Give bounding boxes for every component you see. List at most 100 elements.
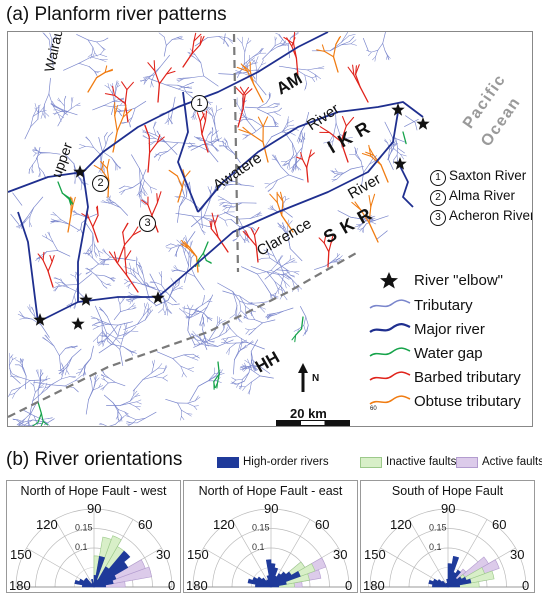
tributary-segment: [190, 313, 199, 318]
tributary-segment: [52, 105, 62, 111]
tributary-segment: [143, 307, 146, 316]
tributary-segment: [272, 117, 275, 123]
tributary-segment: [124, 415, 131, 418]
tributary-segment: [163, 36, 167, 46]
tributary-segment: [175, 281, 180, 286]
barbed-tributary: [116, 261, 128, 276]
tributary-segment: [405, 115, 416, 123]
tributary-segment: [19, 364, 24, 369]
tributary-segment: [284, 260, 291, 265]
barbed-tributary: [293, 32, 296, 45]
rose-radial-label: 0.15: [252, 523, 270, 533]
rose-angle-label: 60: [138, 517, 152, 532]
tributary-segment: [156, 130, 160, 136]
tributary-segment: [334, 107, 337, 124]
tributary-segment: [86, 267, 96, 276]
tributary-segment: [52, 112, 57, 114]
tributary-segment: [135, 406, 141, 411]
tributary-segment: [44, 334, 50, 340]
tributary-segment: [119, 189, 126, 193]
tributary-segment: [35, 255, 41, 261]
tributary-segment: [40, 379, 46, 384]
tributary-segment: [95, 274, 102, 282]
tributary-segment: [94, 322, 101, 325]
tributary-segment: [104, 379, 109, 384]
tributary-segment: [281, 125, 288, 133]
tributary-segment: [217, 282, 234, 292]
tributary-segment: [129, 416, 137, 421]
tributary-segment: [210, 142, 218, 152]
obtuse-tributary: [242, 126, 251, 134]
tributary-segment: [20, 315, 26, 319]
tributary-segment: [87, 253, 94, 259]
tributary-segment: [56, 215, 62, 221]
tributary-segment: [251, 375, 261, 383]
tributary-segment: [275, 285, 282, 294]
tributary-segment: [311, 77, 316, 83]
tributary-segment: [24, 424, 33, 426]
obtuse-tributary: [106, 167, 110, 181]
tributary-segment: [98, 385, 103, 388]
river-name-item-3: 3 Acheron River: [430, 206, 532, 226]
river-orientation-wedge: [93, 574, 97, 588]
barbed-tributary: [319, 126, 331, 134]
acheron-river: [77, 171, 89, 302]
tributary-segment: [164, 299, 169, 310]
tributary-segment: [228, 181, 236, 183]
tributary-segment: [110, 199, 116, 204]
river-elbow-star-icon: [393, 157, 407, 170]
legend-high-order-rivers: High-order rivers: [243, 456, 329, 468]
tributary-segment: [151, 360, 154, 366]
tributary-segment: [71, 295, 75, 304]
tributary-segment: [249, 328, 257, 331]
tributary-segment: [215, 147, 220, 152]
tributary-segment: [106, 202, 113, 205]
tributary-segment: [123, 323, 138, 330]
tributary-segment: [109, 201, 116, 204]
tributary-segment: [100, 49, 105, 55]
tributary-segment: [255, 62, 258, 72]
tributary-segment: [252, 360, 255, 367]
barbed-tributary: [199, 35, 205, 46]
tributary-segment: [223, 185, 227, 190]
tributary-segment: [71, 97, 73, 103]
tributary-segment: [117, 410, 122, 417]
obtuse-tributary: [368, 147, 375, 156]
tributary-segment: [50, 39, 53, 52]
tributary-segment: [207, 297, 212, 302]
tributary-segment: [78, 368, 83, 370]
tributary-segment: [293, 271, 299, 275]
tributary-segment: [66, 370, 70, 375]
tributary-segment: [104, 376, 110, 379]
tributary-segment: [223, 33, 226, 45]
tributary-segment: [39, 384, 44, 388]
barbed-tributary: [193, 32, 197, 42]
water-gap-segment: [217, 361, 220, 375]
tributary-segment: [138, 192, 143, 200]
tributary-segment: [50, 103, 56, 106]
tributary-segment: [57, 284, 67, 288]
tributary-segment: [214, 126, 219, 142]
tributary-segment: [102, 386, 105, 391]
tributary-segment: [65, 284, 79, 286]
tributary-segment: [183, 354, 193, 359]
tributary-segment: [42, 104, 45, 114]
obtuse-tributary: [262, 116, 269, 128]
barbed-tributary: [210, 228, 219, 238]
tributary-segment: [225, 140, 227, 145]
tributary-segment: [284, 261, 292, 265]
tributary-segment: [82, 371, 85, 376]
tributary-segment: [243, 237, 246, 243]
tributary-segment: [59, 284, 69, 288]
tributary-segment: [218, 329, 225, 337]
tributary-segment: [18, 376, 31, 381]
tributary-segment: [278, 226, 284, 230]
tributary-segment: [222, 206, 228, 208]
tributary-segment: [147, 306, 152, 311]
tributary-segment: [42, 336, 48, 342]
tributary-segment: [147, 133, 156, 139]
tributary-segment: [124, 411, 129, 415]
tributary-segment: [251, 59, 256, 65]
tributary-segment: [224, 202, 232, 204]
tributary-segment: [269, 206, 273, 210]
